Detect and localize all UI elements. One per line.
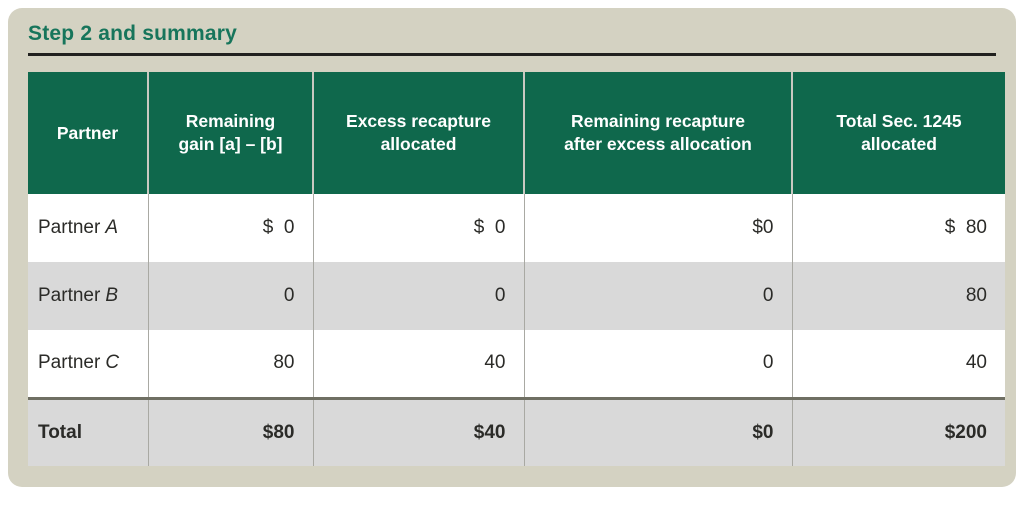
summary-table: Partner Remaining gain [a] – [b] Excess … <box>28 72 1005 467</box>
cell-remaining-recapture-total: $0 <box>523 396 792 467</box>
column-header-total-allocated: Total Sec. 1245 allocated <box>791 72 1005 195</box>
figure-title: Step 2 and summary <box>28 22 238 45</box>
title-divider <box>28 53 996 57</box>
column-header-partner: Partner <box>28 72 148 195</box>
figure-panel: Step 2 and summary Partner Remaining gai… <box>8 8 1016 487</box>
partner-letter: A <box>105 217 118 239</box>
row-label: Partner A <box>28 194 148 263</box>
row-label-total: Total <box>28 396 148 467</box>
column-header-remaining-gain: Remaining gain [a] – [b] <box>147 72 313 195</box>
cell-remaining-gain: $ 0 <box>147 194 313 263</box>
cell-total-allocated-total: $200 <box>791 396 1005 467</box>
table-row-partner-c: Partner C 80 40 0 40 <box>28 330 1005 399</box>
row-label: Partner C <box>28 330 148 399</box>
cell-excess-recapture-total: $40 <box>312 396 524 467</box>
table-row-total: Total $80 $40 $0 $200 <box>28 396 1005 467</box>
table-row-partner-a: Partner A $ 0 $ 0 $0 $ 80 <box>28 194 1005 263</box>
cell-remaining-recapture: 0 <box>523 330 792 399</box>
table-row-partner-b: Partner B 0 0 0 80 <box>28 262 1005 331</box>
cell-total-allocated: $ 80 <box>791 194 1005 263</box>
cell-total-allocated: 80 <box>791 262 1005 331</box>
cell-remaining-gain: 80 <box>147 330 313 399</box>
cell-remaining-recapture: 0 <box>523 262 792 331</box>
cell-excess-recapture: 40 <box>312 330 524 399</box>
column-header-remaining-recapture: Remaining recapture after excess allocat… <box>523 72 792 195</box>
cell-excess-recapture: $ 0 <box>312 194 524 263</box>
cell-total-allocated: 40 <box>791 330 1005 399</box>
column-header-excess-recapture: Excess recapture allocated <box>312 72 524 195</box>
cell-remaining-gain: 0 <box>147 262 313 331</box>
row-label: Partner B <box>28 262 148 331</box>
cell-excess-recapture: 0 <box>312 262 524 331</box>
cell-remaining-gain-total: $80 <box>147 396 313 467</box>
partner-letter: B <box>105 285 118 307</box>
cell-remaining-recapture: $0 <box>523 194 792 263</box>
table-header-row: Partner Remaining gain [a] – [b] Excess … <box>28 72 1005 195</box>
partner-letter: C <box>105 352 120 374</box>
